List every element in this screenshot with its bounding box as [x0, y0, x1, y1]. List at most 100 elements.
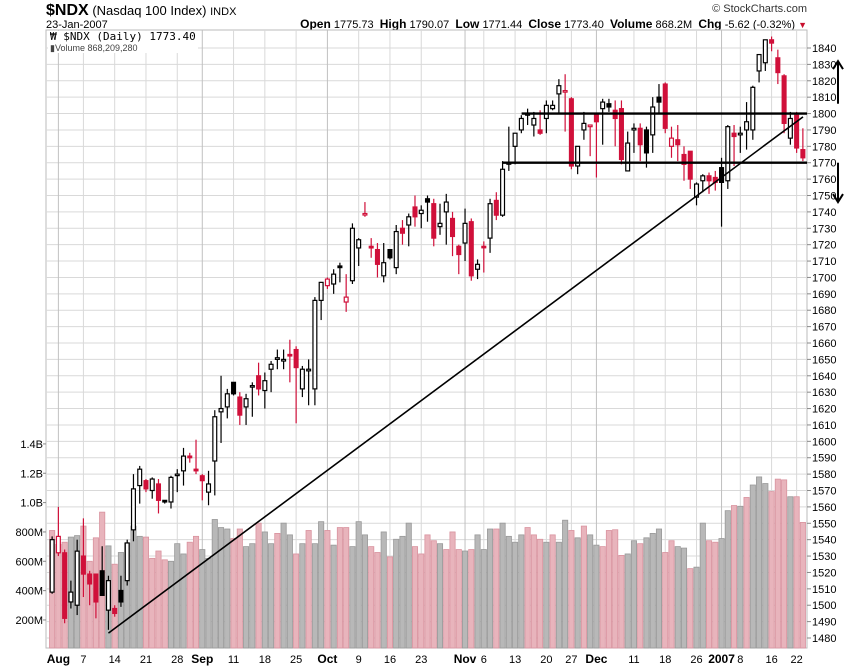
candle	[662, 83, 668, 129]
candle	[362, 212, 368, 216]
volume-tick-label: 600M	[15, 556, 43, 568]
x-tick-label: 18	[659, 654, 671, 666]
candle	[719, 167, 725, 183]
chart-date: 23-Jan-2007	[46, 19, 108, 31]
close-value: 1773.40	[564, 19, 604, 31]
candle	[349, 227, 355, 282]
volume-tick-label: 200M	[15, 615, 43, 627]
candle	[744, 121, 750, 131]
y-tick-label: 1680	[812, 305, 836, 317]
exchange: INDX	[210, 6, 237, 18]
candle	[180, 455, 187, 472]
candle	[631, 127, 637, 131]
candle	[424, 198, 431, 203]
candle	[556, 85, 562, 95]
volume-tick-label: 400M	[15, 586, 43, 598]
x-tick-label: 13	[509, 654, 521, 666]
x-tick-label: 18	[259, 654, 271, 666]
x-tick-label: 25	[290, 654, 302, 666]
y-tick-label: 1800	[812, 109, 836, 121]
y-tick-label: 1730	[812, 223, 836, 235]
y-tick-label: 1760	[812, 174, 836, 186]
candle	[105, 580, 111, 611]
candle	[437, 222, 443, 228]
trendline	[107, 116, 804, 634]
candle	[93, 573, 99, 603]
candle	[500, 168, 506, 216]
candle	[262, 380, 268, 392]
close-label: Close	[528, 17, 562, 31]
candle	[643, 129, 649, 154]
y-tick-label: 1540	[812, 535, 836, 547]
candle	[206, 483, 212, 493]
x-tick-label: 16	[765, 654, 777, 666]
candle	[493, 199, 499, 216]
candle	[562, 90, 568, 93]
y-tick-label: 1530	[812, 551, 836, 563]
y-tick-label: 1750	[812, 191, 836, 203]
high-label: High	[379, 17, 407, 31]
candle	[587, 124, 593, 128]
y-tick-label: 1830	[812, 59, 836, 71]
y-tick-label: 1810	[812, 92, 836, 104]
candle	[324, 278, 330, 287]
y-tick-label: 1690	[812, 289, 836, 301]
price-legend: $NDX (Daily) 1773.40	[63, 30, 196, 43]
candle	[731, 132, 737, 138]
y-tick-label: 1620	[812, 404, 836, 416]
candle	[99, 570, 105, 596]
candle	[725, 126, 731, 182]
candle	[155, 483, 162, 501]
quote-bar: Open 1775.73 High 1790.07 Low 1771.44 Cl…	[300, 17, 807, 31]
y-tick-label: 1660	[812, 338, 836, 350]
candle	[187, 455, 193, 459]
candle	[331, 273, 337, 285]
candle	[693, 183, 700, 198]
candle	[174, 473, 180, 477]
volume-legend: Volume 868,209,280	[54, 43, 138, 53]
candle	[312, 299, 318, 390]
candle	[575, 145, 581, 167]
candle	[737, 132, 743, 136]
x-tick-label: 6	[481, 654, 487, 666]
y-tick-label: 1550	[812, 518, 836, 530]
x-tick-label: 8	[737, 654, 743, 666]
candle	[781, 75, 787, 124]
candle	[456, 245, 462, 256]
candle	[287, 353, 293, 357]
y-tick-label: 1490	[812, 617, 836, 629]
candle	[412, 206, 418, 218]
volume-tick-label: 1.2B	[20, 468, 43, 480]
candle	[249, 385, 255, 388]
candle	[256, 375, 262, 390]
y-tick-label: 1670	[812, 322, 836, 334]
candle	[487, 203, 493, 239]
x-tick-label: 2007	[708, 652, 735, 666]
candle	[787, 117, 793, 139]
candle	[49, 539, 55, 593]
x-tick-label: Dec	[585, 652, 607, 666]
volume-legend-icon: ▮	[50, 43, 55, 53]
candle	[193, 468, 199, 472]
candle	[218, 407, 224, 413]
candle	[399, 227, 406, 234]
candle	[431, 203, 437, 239]
low-label: Low	[455, 17, 480, 31]
candle	[199, 475, 205, 482]
candle	[687, 150, 693, 180]
candle	[750, 86, 756, 131]
volume-label: Volume	[609, 17, 653, 31]
candle	[243, 398, 249, 408]
candle	[281, 358, 287, 362]
x-tick-label: Oct	[317, 652, 337, 666]
candle	[62, 552, 68, 619]
candle	[168, 476, 174, 503]
candle	[668, 137, 675, 147]
candle	[306, 368, 312, 372]
x-tick-label: Aug	[47, 652, 70, 666]
candle	[606, 103, 612, 108]
index-name: (Nasdaq 100 Index)	[92, 3, 207, 18]
candle	[268, 363, 274, 370]
candle	[531, 117, 537, 126]
candle	[381, 262, 387, 277]
